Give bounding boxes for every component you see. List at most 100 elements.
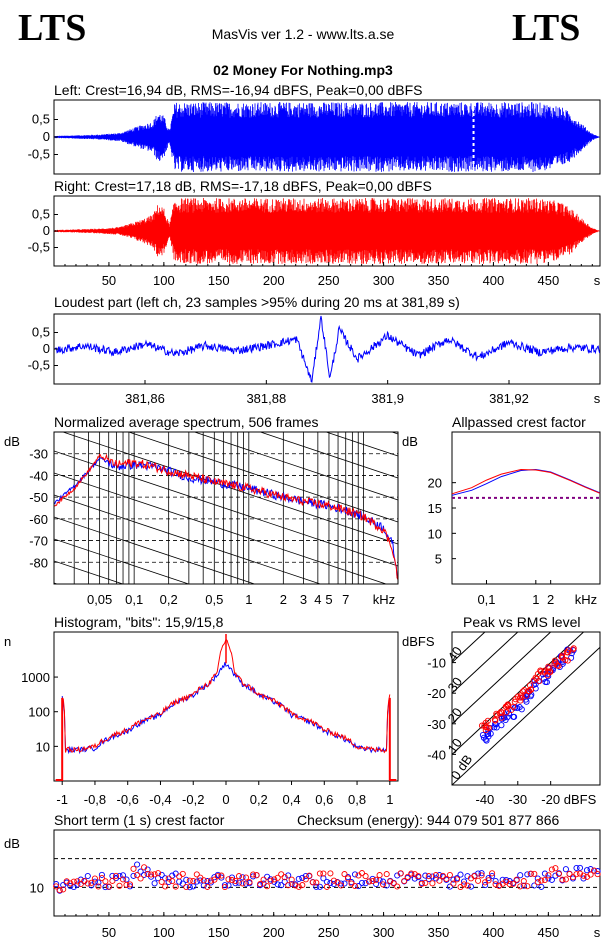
x-tick-label: 7 [342,592,349,607]
short-term-point [91,878,98,885]
short-term-point [214,873,221,880]
peak-rms-point [492,717,499,724]
short-term-point [88,882,95,889]
short-term-point [190,878,197,885]
short-term-point [88,879,95,886]
short-term-point [573,871,580,878]
short-term-point [591,867,598,874]
peak-rms-ylabel: dBFS [402,634,435,649]
histogram-ylabel: n [4,634,11,649]
short-term-point [460,881,468,888]
x-tick-label: 350 [428,925,450,940]
x-tick-label: 3 [300,592,307,607]
y-tick-label: 0,5 [32,325,50,340]
short-term-point [193,878,200,885]
right-waveform-signal [54,198,600,264]
short-term-point [436,877,443,884]
short-term-point [172,883,179,890]
short-term-point [306,872,313,879]
peak-rms-plot-area [452,632,600,785]
spectrum-plot-area [54,275,398,808]
short-term-point [105,883,112,890]
histogram-left [61,662,391,755]
short-term-point [467,883,475,890]
crest-diagonal-label: 20 [445,705,466,725]
short-term-point [548,866,555,873]
short-term-point [383,882,390,889]
x-tick-label: 381,92 [489,391,529,406]
spectrum-slope-line [54,538,190,584]
x-tick-label: 0,4 [282,792,300,807]
short-term-point [77,876,84,883]
short-term-point [84,872,91,880]
y-tick-label: -10 [427,656,446,671]
y-tick-label: 10 [428,526,442,541]
short-term-point [422,879,429,887]
short-term-point [225,876,232,883]
short-term-point [489,872,496,880]
peak-rms-point [543,679,550,686]
x-tick-label: -0,8 [84,792,106,807]
peak-rms-point [546,665,553,672]
peak-rms-point [484,724,491,731]
short-term-point [566,870,573,878]
short-term-point [538,883,545,890]
x-tick-label: 200 [263,925,285,940]
short-term-point [362,873,369,880]
short-term-point [126,883,134,890]
peak-rms-point [559,654,566,661]
short-term-point [580,875,587,882]
peak-rms-point [504,701,511,708]
short-term-point [562,866,569,873]
short-term-point [485,877,492,884]
short-term-point [330,880,337,888]
spectrum-slope-line [54,671,398,786]
x-tick-label: 2 [547,592,554,607]
x-tick-label: 50 [102,273,116,288]
short-term-point [60,886,67,893]
short-term-point [102,884,109,891]
spectrum-slope-line [54,494,322,584]
spectrum-right [54,453,398,581]
short-term-point [355,883,362,890]
spectrum-title: Normalized average spectrum, 506 frames [54,414,319,430]
peak-rms-point [484,717,491,724]
short-term-point [91,875,98,882]
short-term-point [394,883,401,890]
short-term-point [134,861,141,868]
short-term-point [517,872,524,879]
short-term-point [587,871,594,878]
short-term-point [478,870,485,877]
spectrum-slope-line [54,560,125,584]
x-tick-label: 300 [373,925,395,940]
spectrum-slope-line [54,693,398,808]
short-term-point [228,874,236,881]
short-term-point [541,876,548,884]
short-term-point [545,875,552,882]
short-term-point [183,876,190,883]
short-term-point [531,870,538,877]
peak-rms-point [514,705,521,712]
x-tick-label: 1 [386,792,393,807]
y-tick-label: -30 [29,447,48,462]
short-term-point [200,877,207,884]
short-term-point [186,877,193,884]
short-term-point [250,873,257,880]
spectrum-slope-line [54,275,398,390]
short-term-point [102,878,109,885]
allpass-frame [451,431,601,585]
x-tick-label: 0,2 [250,792,268,807]
short-term-point [429,880,436,887]
short-term-point [77,880,84,888]
peak-rms-point [511,704,518,711]
x-tick-label: 450 [538,925,560,940]
x-tick-label: 150 [208,925,230,940]
x-tick-label: -0,4 [149,792,171,807]
short-term-point [383,871,390,878]
y-tick-label: 10 [36,739,50,754]
short-term-point [260,876,267,883]
short-term-point [285,882,292,889]
short-term-point [239,880,246,887]
file-name: 02 Money For Nothing.mp3 [213,62,393,78]
